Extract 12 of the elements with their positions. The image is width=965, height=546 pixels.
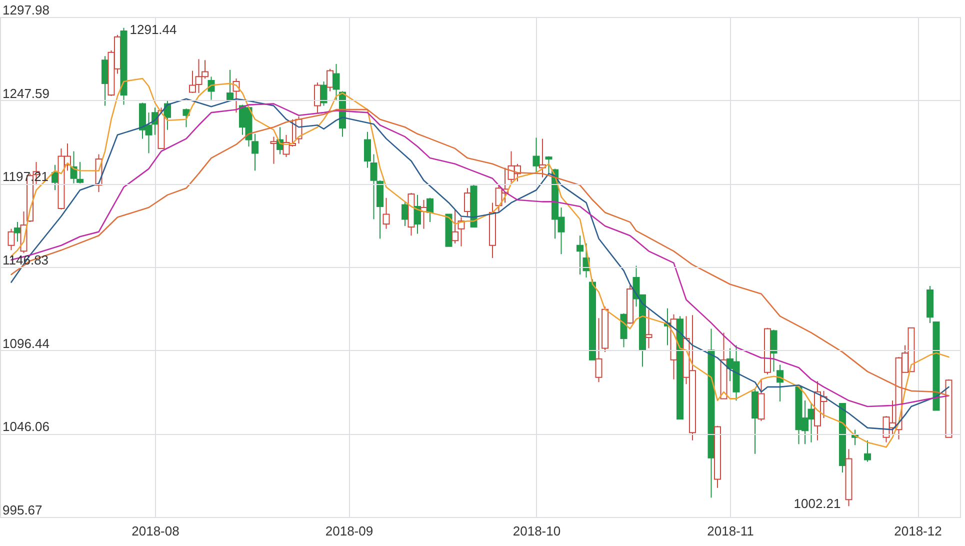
annotation: 1002.21 (794, 496, 841, 512)
y-tick-label: 1046.06 (2, 419, 50, 434)
y-tick-label: 1297.98 (2, 2, 50, 18)
x-tick-label: 2018-09 (325, 524, 374, 538)
x-tick-label: 2018-11 (707, 524, 754, 538)
x-tick-label: 2018-12 (894, 524, 942, 538)
x-tick-label: 2018-08 (132, 524, 180, 538)
x-tick-label: 2018-10 (512, 524, 561, 538)
annotation: 1291.44 (130, 22, 177, 37)
y-tick-label: 995.67 (2, 502, 42, 518)
y-tick-label: 1096.44 (2, 336, 50, 351)
y-tick-label: 1247.59 (2, 86, 50, 101)
